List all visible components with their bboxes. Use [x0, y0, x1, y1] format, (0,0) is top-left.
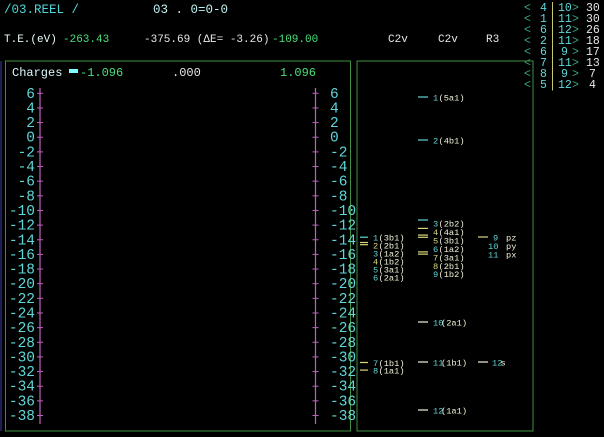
- svg-text:9: 9: [433, 270, 438, 280]
- svg-text:03 . 0=0-0: 03 . 0=0-0: [153, 3, 228, 17]
- svg-text:-16: -16: [9, 248, 35, 264]
- svg-text:-109.00: -109.00: [272, 34, 318, 46]
- svg-text:0: 0: [26, 131, 35, 147]
- svg-text:2: 2: [330, 116, 339, 132]
- svg-text:6: 6: [26, 87, 35, 103]
- svg-text:-24: -24: [9, 306, 35, 322]
- svg-text:11: 11: [488, 251, 498, 261]
- svg-text:R3: R3: [486, 34, 499, 46]
- svg-text:-4: -4: [18, 160, 35, 176]
- svg-text:C2v: C2v: [438, 34, 458, 46]
- svg-text:-36: -36: [330, 394, 356, 410]
- svg-text:-12: -12: [9, 219, 35, 235]
- svg-text:-26: -26: [330, 321, 356, 337]
- svg-text:4: 4: [589, 79, 596, 92]
- svg-text:5: 5: [540, 79, 547, 92]
- svg-text:-18: -18: [9, 263, 35, 279]
- svg-text:-34: -34: [9, 380, 35, 396]
- svg-text:6: 6: [373, 274, 378, 284]
- svg-text:-2: -2: [330, 145, 347, 161]
- svg-text:8: 8: [373, 367, 378, 377]
- svg-text:T.E.(eV): T.E.(eV): [4, 34, 57, 46]
- svg-text:-22: -22: [330, 292, 356, 308]
- svg-text:-12: -12: [330, 219, 356, 235]
- svg-text:1.096: 1.096: [280, 66, 316, 80]
- svg-text:-22: -22: [9, 292, 35, 308]
- svg-text:-24: -24: [330, 306, 356, 322]
- svg-text:-38: -38: [9, 409, 35, 425]
- svg-text:(4b1): (4b1): [439, 137, 465, 147]
- svg-text:-6: -6: [18, 175, 35, 191]
- svg-text:-28: -28: [9, 336, 35, 352]
- svg-text:-28: -28: [330, 336, 356, 352]
- svg-text:-20: -20: [330, 277, 356, 293]
- svg-text:1: 1: [433, 94, 438, 104]
- svg-text:Charges: Charges: [12, 66, 62, 80]
- svg-text:(5a1): (5a1): [439, 94, 465, 104]
- svg-text:>: >: [572, 79, 579, 92]
- svg-text:-4: -4: [330, 160, 347, 176]
- svg-text:-8: -8: [18, 189, 35, 205]
- svg-text:.000: .000: [172, 66, 201, 80]
- svg-text:/03.REEL /: /03.REEL /: [4, 3, 79, 17]
- svg-text:px: px: [506, 251, 516, 261]
- svg-text:-26: -26: [9, 321, 35, 337]
- svg-text:0: 0: [330, 131, 339, 147]
- svg-text:-34: -34: [330, 380, 356, 396]
- svg-text:-30: -30: [9, 350, 35, 366]
- svg-text:(1a1): (1a1): [379, 367, 405, 377]
- svg-text:-18: -18: [330, 263, 356, 279]
- svg-text:(2a1): (2a1): [441, 319, 467, 329]
- svg-text:-8: -8: [330, 189, 347, 205]
- svg-text:(1a1): (1a1): [441, 407, 467, 417]
- svg-text:-2: -2: [18, 145, 35, 161]
- svg-text:(1b1): (1b1): [441, 359, 467, 369]
- svg-text:-14: -14: [330, 233, 356, 249]
- svg-text:-14: -14: [9, 233, 35, 249]
- svg-text:-32: -32: [330, 365, 356, 381]
- svg-text:4: 4: [26, 101, 35, 117]
- svg-text:4: 4: [330, 101, 339, 117]
- svg-text:<: <: [524, 79, 531, 92]
- svg-text:2: 2: [433, 137, 438, 147]
- svg-text:-6: -6: [330, 175, 347, 191]
- svg-text:6: 6: [330, 87, 339, 103]
- svg-text:-38: -38: [330, 409, 356, 425]
- svg-text:-32: -32: [9, 365, 35, 381]
- svg-text:C2v: C2v: [388, 34, 408, 46]
- svg-text:-10: -10: [330, 204, 356, 220]
- svg-text:s: s: [501, 359, 506, 369]
- svg-text:-30: -30: [330, 350, 356, 366]
- svg-text:-263.43: -263.43: [63, 34, 109, 46]
- svg-text:12: 12: [558, 79, 572, 92]
- svg-text:-10: -10: [9, 204, 35, 220]
- svg-text:|: |: [549, 79, 556, 92]
- svg-text:(1b2): (1b2): [439, 270, 465, 280]
- svg-text:(2a1): (2a1): [379, 274, 405, 284]
- svg-text:-1.096: -1.096: [80, 66, 123, 80]
- svg-text:-375.69 (ΔE= -3.26): -375.69 (ΔE= -3.26): [144, 34, 269, 46]
- svg-text:-36: -36: [9, 394, 35, 410]
- svg-text:-20: -20: [9, 277, 35, 293]
- svg-text:2: 2: [26, 116, 35, 132]
- svg-text:-16: -16: [330, 248, 356, 264]
